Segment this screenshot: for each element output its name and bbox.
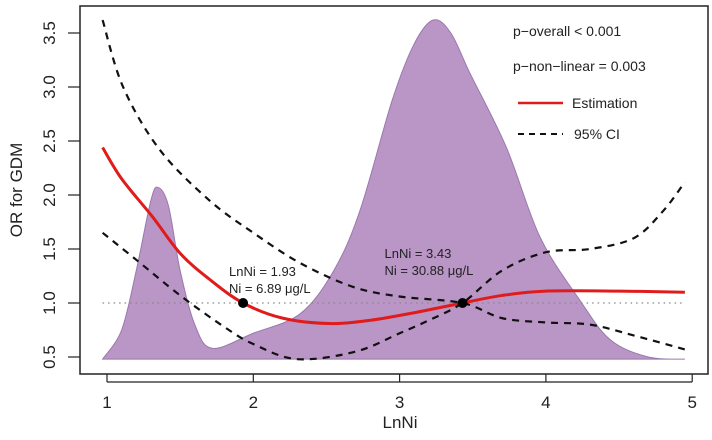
legend-ci-label: 95% CI [574,126,620,142]
ci-lower-line [101,181,686,361]
y-tick-label: 1.5 [40,237,59,261]
legend: Estimation 95% CI [518,95,637,142]
y-tick-label: 2.5 [40,129,59,153]
point-label-ni: Ni = 6.89 μg/L [229,281,311,296]
y-tick-label: 3.5 [40,21,59,45]
legend-estimation-label: Estimation [572,95,637,111]
x-tick-label: 4 [541,393,550,412]
x-tick-label: 1 [102,393,111,412]
point-label-ni: Ni = 30.88 μg/L [385,263,474,278]
y-axis-label: OR for GDM [7,143,26,237]
y-tick-label: 0.5 [40,345,59,369]
plot-frame [79,5,709,375]
reference-point [238,298,249,308]
point-label-lnni: LnNi = 1.93 [229,264,296,279]
x-tick-label: 3 [395,393,404,412]
density-area [101,19,685,360]
y-tick-label: 3.0 [40,75,59,99]
ci-upper-line [101,19,686,351]
y-tick-label: 1.0 [40,291,59,315]
estimation-line [101,146,685,326]
reference-point [457,298,468,308]
x-tick-label: 2 [249,393,258,412]
x-axis-label: LnNi [383,413,418,432]
x-tick-label: 5 [687,393,696,412]
y-tick-label: 2.0 [40,183,59,207]
point-label-lnni: LnNi = 3.43 [385,246,452,261]
p-overall-annotation: p−overall < 0.001 [513,23,621,39]
p-nonlinear-annotation: p−non−linear = 0.003 [513,58,646,74]
